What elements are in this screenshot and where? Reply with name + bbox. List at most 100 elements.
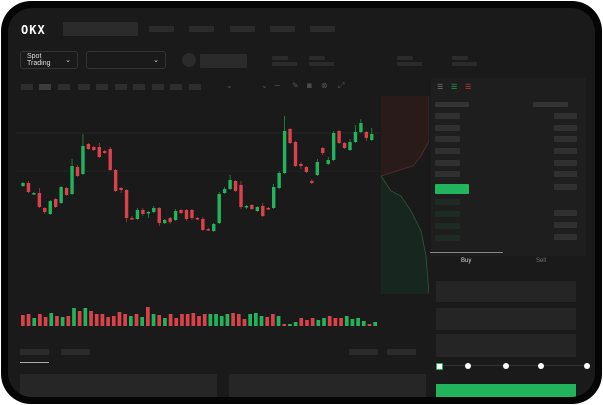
orderbook-both-icon[interactable]: ☰ — [437, 84, 444, 91]
bid-amount — [554, 210, 577, 216]
filter-button[interactable] — [387, 349, 416, 355]
orderbook-bids-icon[interactable]: ☰ — [451, 84, 458, 91]
slider-mark-25[interactable] — [465, 363, 471, 369]
market-select-label: Spot Trading — [27, 53, 51, 67]
candle-body — [326, 160, 330, 164]
stat-value — [272, 62, 297, 66]
interval-button-active[interactable] — [39, 84, 51, 90]
slider-handle[interactable] — [436, 363, 443, 370]
orderbook-asks-icon[interactable]: ☰ — [465, 84, 472, 91]
filter-button[interactable] — [349, 349, 378, 355]
chevron-down-icon: ⌄ — [153, 57, 159, 64]
tab-open-orders[interactable] — [20, 349, 49, 355]
search-bar[interactable] — [63, 22, 138, 36]
volume-bar — [248, 314, 252, 326]
volume-bar — [38, 314, 42, 326]
camera-icon[interactable]: ◙ — [307, 81, 312, 90]
interval-button[interactable] — [152, 84, 164, 90]
total-input[interactable] — [436, 334, 576, 357]
candle-body — [103, 151, 107, 153]
interval-button[interactable] — [58, 84, 70, 90]
candle-body — [26, 183, 31, 192]
candle-body — [21, 183, 25, 186]
bid-amount — [554, 222, 577, 228]
volume-bar — [111, 316, 116, 326]
buy-button[interactable] — [436, 384, 576, 397]
candle-body — [146, 212, 151, 214]
volume-bar — [350, 319, 355, 326]
slider-mark-75[interactable] — [538, 363, 544, 369]
volume-bar — [236, 314, 241, 326]
candle-body — [250, 205, 254, 209]
interval-button[interactable] — [78, 84, 90, 90]
chevron-down-icon[interactable]: ⌄ — [226, 81, 233, 90]
drawing-pencil-icon[interactable]: ✎ — [292, 81, 299, 90]
ask-amount — [554, 136, 577, 142]
interval-button[interactable] — [96, 84, 108, 90]
settings-icon[interactable]: ⊗ — [321, 81, 328, 90]
volume-bar — [271, 314, 275, 326]
volume-bar — [83, 308, 88, 326]
ask-amount — [554, 113, 577, 119]
volume-bar — [253, 313, 258, 326]
amount-input[interactable] — [436, 308, 576, 330]
candle-body — [299, 164, 303, 166]
candle-body — [304, 167, 309, 172]
ask-price — [435, 136, 460, 142]
chevron-down-icon[interactable]: ⌄ — [261, 81, 268, 90]
volume-bar — [322, 318, 326, 326]
nav-item[interactable] — [149, 26, 174, 32]
ask-amount — [554, 184, 577, 190]
volume-bar — [151, 314, 156, 326]
pair-select[interactable]: ⌄ — [86, 51, 166, 69]
ask-price — [435, 171, 460, 177]
candle-body — [315, 162, 319, 175]
volume-bar — [72, 308, 76, 326]
stat-label — [452, 56, 468, 60]
volume-bar — [231, 313, 235, 326]
volume-bar — [299, 318, 304, 326]
stat-label — [397, 56, 413, 60]
slider-track[interactable] — [438, 365, 588, 366]
interval-button[interactable] — [133, 84, 145, 90]
candle-body — [348, 142, 352, 150]
coin-icon — [182, 53, 196, 67]
fullscreen-icon[interactable]: ⤢ — [338, 81, 345, 90]
last-price — [435, 184, 469, 194]
volume-bar — [373, 322, 378, 326]
tab-sell[interactable]: Sell — [536, 258, 547, 264]
nav-item[interactable] — [189, 26, 214, 32]
candle-body — [244, 206, 249, 208]
volume-bar — [242, 319, 247, 326]
interval-button[interactable] — [115, 84, 127, 90]
slider-mark-100[interactable] — [584, 363, 590, 369]
interval-button[interactable] — [189, 84, 201, 90]
candle-body — [353, 132, 358, 142]
price-input[interactable] — [436, 281, 576, 302]
interval-button[interactable] — [21, 84, 33, 90]
volume-bar — [208, 314, 213, 326]
candle-body — [157, 208, 161, 223]
volume-bar — [128, 316, 133, 326]
interval-button[interactable] — [170, 84, 182, 90]
volume-bar — [117, 312, 122, 326]
candle-body — [64, 188, 69, 195]
candlestick-chart[interactable] — [16, 96, 382, 326]
volume-bar — [174, 318, 179, 326]
candle-body — [331, 133, 336, 160]
candle-body — [293, 142, 298, 166]
slider-mark-50[interactable] — [503, 363, 509, 369]
indicator-wave-icon[interactable]: ∼ — [274, 81, 281, 90]
volume-bar — [276, 316, 281, 326]
nav-item[interactable] — [270, 26, 295, 32]
nav-item[interactable] — [230, 26, 255, 32]
market-select[interactable]: Spot Trading ⌄ — [20, 51, 78, 69]
nav-item[interactable] — [310, 26, 335, 32]
volume-bar — [293, 322, 298, 326]
tab-order-history[interactable] — [61, 349, 90, 355]
tab-buy[interactable]: Buy — [461, 258, 472, 264]
volume-bar — [32, 318, 37, 326]
volume-bar — [140, 317, 145, 326]
volume-bar — [26, 314, 31, 326]
candle-body — [54, 199, 58, 207]
